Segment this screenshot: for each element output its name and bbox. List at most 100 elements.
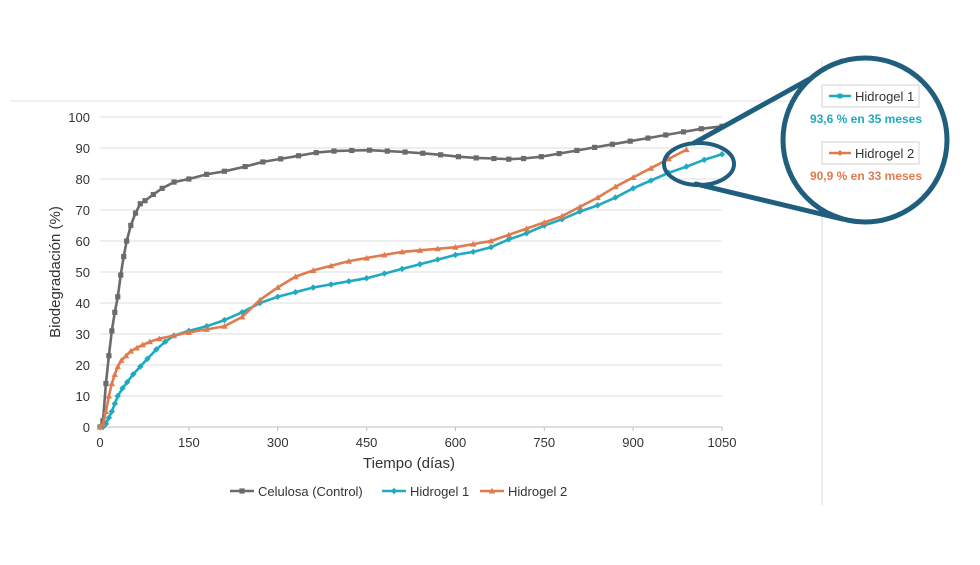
callout-label-1: Hidrogel 2 (855, 146, 914, 161)
data-point-2-34 (523, 225, 530, 232)
data-point-1-21 (292, 288, 299, 296)
series-hidrogel-1 (96, 151, 726, 431)
data-point-2-42 (665, 155, 672, 162)
data-point-1-7 (119, 385, 126, 392)
data-point-1-43 (683, 163, 690, 170)
data-point-1-38 (594, 202, 601, 209)
data-point-0-34 (491, 155, 497, 162)
callout-zoom: Hidrogel 1 93,6 % en 35 meses Hidrogel 2 90… (662, 55, 950, 225)
data-point-2-9 (127, 347, 135, 354)
data-point-2-37 (576, 203, 584, 210)
x-tick-label-600: 600 (445, 435, 467, 450)
data-point-1-45 (718, 151, 726, 158)
data-point-0-2 (103, 381, 109, 387)
data-point-2-17 (221, 323, 228, 329)
data-point-0-28 (384, 148, 390, 154)
data-point-0-43 (645, 135, 651, 141)
data-point-0-25 (331, 148, 337, 154)
data-point-0-12 (137, 201, 143, 207)
data-point-0-44 (663, 132, 669, 138)
x-tick-label-150: 150 (178, 435, 200, 450)
y-tick-label-70: 70 (76, 203, 90, 218)
data-point-1-6 (114, 392, 121, 400)
data-point-2-24 (345, 257, 352, 264)
callout-highlight-ring (662, 141, 736, 187)
data-point-1-4 (108, 408, 116, 415)
data-point-2-13 (156, 335, 163, 342)
callout-label-box-0 (821, 84, 920, 108)
data-point-1-40 (629, 185, 637, 192)
data-point-2-5 (111, 371, 119, 377)
data-point-2-26 (381, 251, 388, 258)
data-point-1-30 (452, 251, 459, 259)
data-point-1-8 (124, 378, 131, 386)
data-point-2-40 (629, 174, 637, 181)
y-axis-label: Biodegradación (%) (47, 206, 64, 338)
data-point-0-18 (204, 171, 210, 177)
data-point-0-13 (142, 198, 148, 204)
callout-label-0: Hidrogel 1 (855, 89, 914, 104)
data-point-0-19 (221, 168, 227, 174)
data-point-1-26 (381, 270, 388, 277)
data-point-2-33 (505, 231, 512, 238)
data-point-0-40 (592, 144, 598, 150)
y-tick-label-40: 40 (76, 296, 90, 311)
data-point-2-15 (185, 329, 193, 336)
data-point-0-41 (609, 141, 616, 147)
x-tick-label-900: 900 (622, 435, 644, 450)
data-point-1-22 (310, 284, 317, 291)
data-point-0-14 (150, 191, 156, 198)
data-point-1-39 (612, 194, 619, 201)
data-point-2-41 (647, 164, 655, 171)
data-point-0-42 (627, 138, 633, 144)
callout-swatch-marker-0 (837, 93, 843, 99)
x-tick-label-0: 0 (96, 435, 103, 450)
data-point-2-31 (470, 240, 477, 247)
data-point-0-17 (186, 176, 192, 182)
callout-connector-bottom (693, 181, 845, 222)
data-point-2-8 (122, 352, 130, 359)
y-tick-label-20: 20 (76, 358, 90, 373)
series-line-0 (98, 125, 724, 429)
data-point-1-37 (576, 208, 584, 215)
y-tick-label-30: 30 (76, 327, 90, 342)
data-point-0-32 (455, 154, 461, 160)
y-tick-label-0: 0 (83, 420, 90, 435)
data-point-1-25 (363, 275, 370, 282)
data-point-0-29 (402, 149, 408, 155)
callout-label-box-1 (821, 141, 920, 165)
data-point-0-5 (112, 309, 118, 315)
x-tick-label-1050: 1050 (708, 435, 737, 450)
legend-label-1: Hidrogel 1 (410, 484, 469, 499)
data-point-1-17 (221, 316, 228, 324)
data-point-2-14 (170, 332, 178, 339)
data-point-0-16 (171, 179, 177, 185)
data-point-0-11 (132, 210, 139, 216)
data-point-1-11 (144, 355, 151, 362)
callout-note-0: 93,6 % en 35 meses (810, 112, 922, 126)
callout-note-1: 90,9 % en 33 meses (810, 169, 922, 183)
data-point-1-28 (416, 261, 424, 268)
data-point-1-9 (129, 371, 137, 378)
data-point-0-9 (124, 238, 130, 244)
data-point-1-20 (274, 293, 281, 300)
data-point-1-34 (523, 230, 530, 237)
data-point-0-33 (473, 155, 479, 161)
data-point-1-27 (398, 265, 406, 273)
x-axis-label: Tiempo (días) (363, 455, 455, 472)
data-point-2-36 (558, 213, 566, 219)
axes: 0 10 20 30 40 50 60 70 80 90 100 0 150 300 450 600 750 90… (68, 110, 736, 450)
data-point-2-1 (99, 420, 107, 427)
data-point-2-6 (114, 363, 121, 370)
data-point-1-35 (541, 222, 548, 229)
y-tick-label-100: 100 (68, 110, 90, 125)
y-tick-label-10: 10 (76, 389, 90, 404)
data-point-0-10 (128, 222, 134, 229)
x-tick-label-450: 450 (356, 435, 378, 450)
data-point-0-45 (680, 129, 687, 135)
data-point-1-31 (470, 248, 477, 256)
data-point-0-22 (278, 156, 284, 162)
data-point-2-10 (133, 344, 140, 351)
data-point-0-31 (438, 152, 444, 158)
